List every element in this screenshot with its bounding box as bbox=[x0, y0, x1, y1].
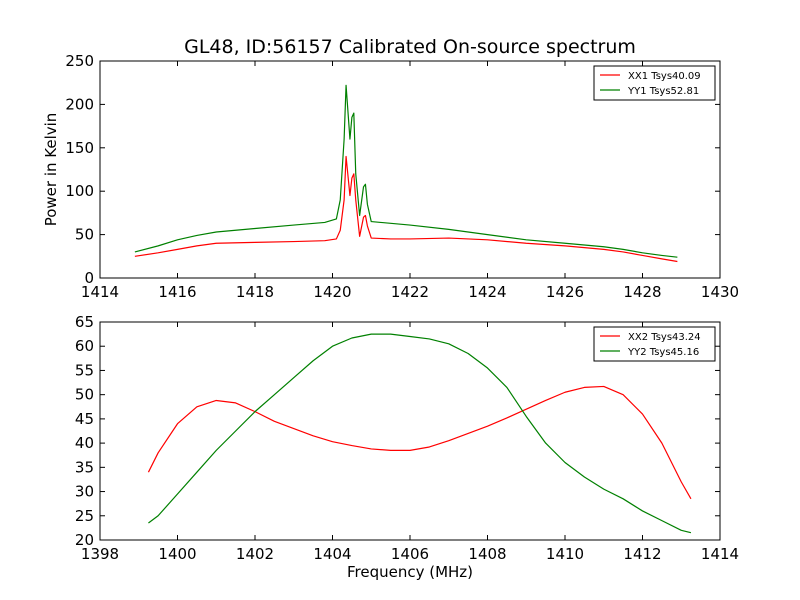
x-tick-label: 1430 bbox=[701, 283, 739, 301]
x-tick-label: 1404 bbox=[313, 545, 351, 563]
series-line-2-2 bbox=[148, 333, 692, 534]
y-tick-label: 250 bbox=[65, 52, 94, 70]
x-tick-label: 1418 bbox=[236, 283, 274, 301]
y-tick-label: 100 bbox=[65, 182, 94, 200]
x-tick-label: 1414 bbox=[81, 283, 119, 301]
x-tick-label: 1398 bbox=[81, 545, 119, 563]
figure-title: GL48, ID:56157 Calibrated On-source spec… bbox=[184, 36, 636, 58]
y-tick-label: 35 bbox=[75, 458, 94, 476]
x-tick-label: 1408 bbox=[468, 545, 506, 563]
legend-label: XX1 Tsys40.09 bbox=[628, 71, 701, 82]
top-spectrum-plot: 1414 1416 1418 1420 1422 1424 1426 1428 1430 0 50 1… bbox=[42, 52, 739, 301]
x-tick-label: 1426 bbox=[546, 283, 584, 301]
y-tick-label: 20 bbox=[75, 531, 94, 549]
x-tick-label: 1428 bbox=[623, 283, 661, 301]
legend-box bbox=[593, 65, 716, 101]
legend: XX2 Tsys43.24 YY2 Tsys45.16 bbox=[593, 326, 716, 362]
x-tick-label: 1420 bbox=[313, 283, 351, 301]
y-tick-label: 25 bbox=[75, 507, 94, 525]
series-line-1-1 bbox=[134, 155, 678, 263]
y-tick-label: 40 bbox=[75, 434, 94, 452]
x-tick-label: 1400 bbox=[158, 545, 196, 563]
y-tick-label: 50 bbox=[75, 226, 94, 244]
legend-box bbox=[593, 326, 716, 362]
series-line-1-2 bbox=[134, 84, 678, 258]
x-tick-label: 1414 bbox=[701, 545, 739, 563]
y-tick-label: 55 bbox=[75, 361, 94, 379]
legend-label: XX2 Tsys43.24 bbox=[628, 332, 701, 343]
x-tick-label: 1406 bbox=[391, 545, 429, 563]
legend-label: YY2 Tsys45.16 bbox=[627, 347, 699, 358]
y-tick-label: 65 bbox=[75, 313, 94, 331]
bottom-spectrum-plot: 1398 1400 1402 1404 1406 1408 1410 1412 1414 20 25… bbox=[75, 313, 739, 581]
legend-label: YY1 Tsys52.81 bbox=[627, 86, 699, 97]
series-line-2-1 bbox=[147, 385, 692, 500]
y-tick-label: 60 bbox=[75, 337, 94, 355]
x-tick-label: 1424 bbox=[468, 283, 506, 301]
x-tick-label: 1422 bbox=[391, 283, 429, 301]
x-tick-label: 1402 bbox=[236, 545, 274, 563]
legend: XX1 Tsys40.09 YY1 Tsys52.81 bbox=[593, 65, 716, 101]
y-tick-label: 45 bbox=[75, 410, 94, 428]
x-axis-label: Frequency (MHz) bbox=[347, 563, 473, 581]
x-tick-label: 1412 bbox=[623, 545, 661, 563]
y-tick-label: 0 bbox=[84, 269, 94, 287]
y-axis-label: Power in Kelvin bbox=[42, 113, 60, 227]
y-tick-label: 200 bbox=[65, 95, 94, 113]
y-tick-label: 50 bbox=[75, 386, 94, 404]
x-tick-label: 1416 bbox=[158, 283, 196, 301]
y-tick-label: 30 bbox=[75, 483, 94, 501]
y-tick-label: 150 bbox=[65, 139, 94, 157]
x-tick-label: 1410 bbox=[546, 545, 584, 563]
